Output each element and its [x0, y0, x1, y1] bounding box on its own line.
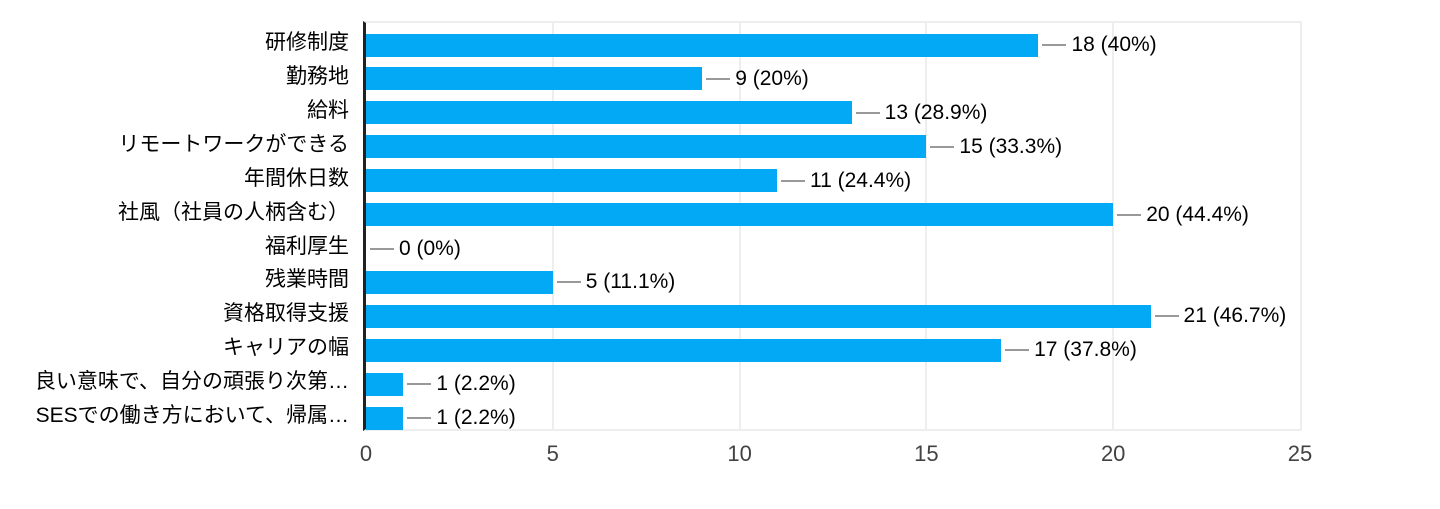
leader-line [407, 417, 432, 420]
value-label: 21 (46.7%) [1183, 304, 1287, 328]
value-label: 9 (20%) [735, 66, 809, 90]
leader-line [706, 77, 731, 80]
category-label: 給料 [307, 98, 349, 122]
value-label: 5 (11.1%) [585, 270, 676, 294]
x-tick-label: 10 [727, 441, 752, 466]
bar [366, 203, 1114, 227]
bar [366, 406, 404, 430]
leader-line [930, 145, 955, 148]
plot-area: 18 (40%) 9 (20%) 13 (28.9%) 15 (33.3%) 11 (2… [363, 21, 1302, 431]
leader-line [1154, 315, 1179, 318]
value-label: 20 (44.4%) [1146, 202, 1249, 226]
value-label: 15 (33.3%) [959, 134, 1063, 158]
leader-line [556, 281, 581, 284]
category-label: SESでの働き方において、帰属… [35, 404, 349, 428]
value-label: 1 (2.2%) [436, 406, 516, 430]
bar [366, 372, 404, 396]
x-tick-label: 20 [1100, 441, 1126, 466]
leader-line [370, 247, 394, 250]
leader-line [855, 111, 880, 114]
category-label: 年間休日数 [244, 166, 349, 190]
category-labels: 研修制度勤務地給料リモートワークができる年間休日数社風（社員の人柄含む） 福利厚生… [0, 0, 356, 509]
category-label: キャリアの幅 [223, 336, 349, 360]
x-tick-label: 15 [914, 441, 939, 466]
category-label: 研修制度 [265, 31, 349, 54]
category-label: 良い意味で、自分の頑張り次第… [34, 370, 349, 394]
category-label: リモートワークができる [118, 132, 349, 156]
gridline [1112, 23, 1115, 429]
bar [366, 67, 703, 91]
x-tick-label: 25 [1287, 441, 1313, 466]
bar [366, 304, 1151, 328]
category-label: 残業時間 [265, 268, 349, 292]
bar [366, 169, 777, 193]
category-label: 資格取得支援 [223, 302, 349, 326]
value-label: 13 (28.9%) [884, 100, 988, 124]
category-label: 福利厚生 [265, 234, 349, 258]
leader-line [780, 179, 805, 182]
category-label: 勤務地 [286, 64, 349, 88]
leader-line [1117, 213, 1142, 216]
value-label: 11 (24.4%) [809, 168, 912, 192]
leader-line [1005, 349, 1030, 352]
bar [366, 270, 553, 294]
value-label: 18 (40%) [1071, 33, 1157, 56]
x-tick-label: 0 [359, 441, 373, 466]
x-tick-label: 5 [546, 441, 559, 466]
category-label: 社風（社員の人柄含む） [118, 200, 349, 224]
value-label: 0 (0%) [399, 236, 461, 260]
value-label: 17 (37.8%) [1034, 338, 1137, 362]
value-label: 1 (2.2%) [436, 372, 516, 396]
bar [366, 135, 927, 159]
bar [366, 33, 1039, 57]
leader-line [1042, 44, 1067, 46]
bar [366, 338, 1002, 362]
bar [366, 101, 852, 125]
leader-line [407, 383, 432, 386]
